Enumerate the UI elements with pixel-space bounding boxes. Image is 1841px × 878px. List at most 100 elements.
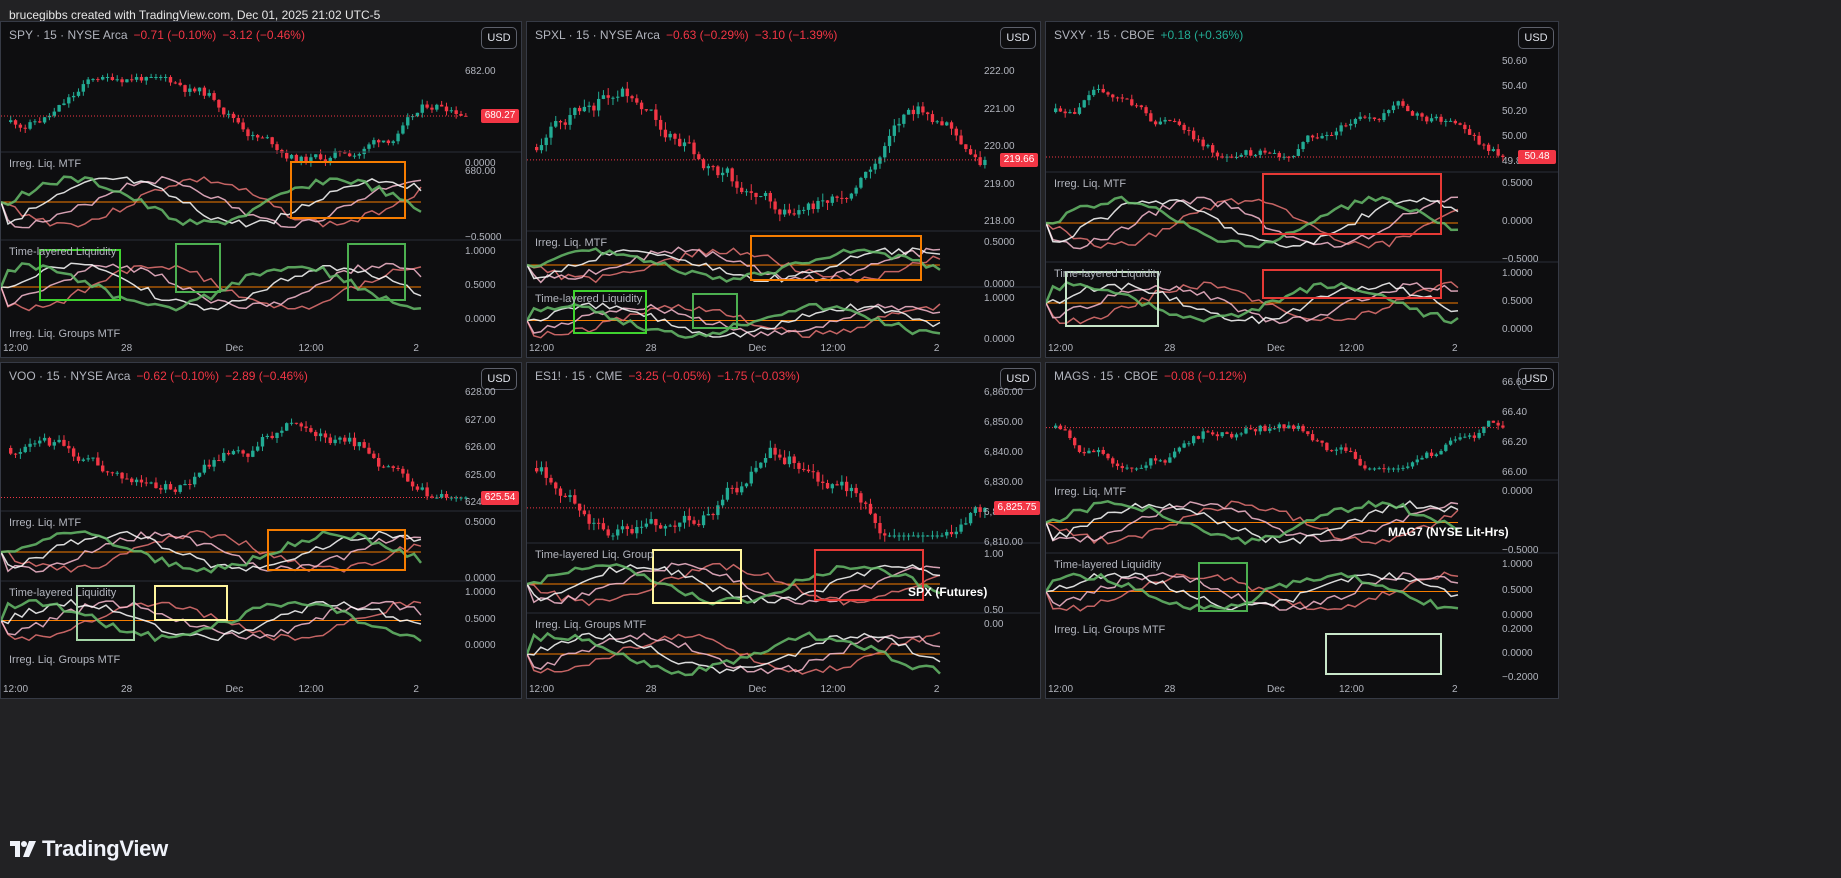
symbol-label[interactable]: SPXL · 15 · NYSE Arca — [535, 28, 660, 42]
highlight-box[interactable] — [154, 585, 228, 621]
candle-body — [410, 481, 415, 487]
candle-body — [57, 104, 61, 112]
indicator-label[interactable]: Irreg. Liq. MTF — [1054, 178, 1127, 190]
candle-body — [692, 142, 696, 155]
time-axis-tick: 12:00 — [1338, 343, 1364, 354]
indicator-label[interactable]: Irreg. Liq. MTF — [9, 517, 82, 529]
candle-body — [1448, 440, 1453, 445]
symbol-header[interactable]: SPY · 15 · NYSE Arca −0.71 (−0.10%) −3.12 … — [9, 28, 305, 42]
highlight-box[interactable] — [750, 235, 922, 281]
chart-canvas-es1[interactable] — [527, 363, 1041, 699]
indicator-label[interactable]: Time-layered Liquidity — [9, 246, 117, 258]
chart-pane-es1[interactable]: ES1! · 15 · CME −3.25 (−0.05%) −1.75 (−0.0… — [526, 362, 1041, 699]
symbol-header[interactable]: ES1! · 15 · CME −3.25 (−0.05%) −1.75 (−0.0… — [535, 369, 800, 383]
highlight-box[interactable] — [267, 529, 406, 571]
currency-button[interactable]: USD — [481, 368, 517, 390]
time-axis-tick: Dec — [748, 343, 767, 354]
symbol-label[interactable]: SVXY · 15 · CBOE — [1054, 28, 1155, 42]
highlight-box[interactable] — [692, 293, 738, 329]
chart-annotation[interactable]: MAG7 (NYSE Lit-Hrs) — [1388, 525, 1509, 539]
symbol-label[interactable]: VOO · 15 · NYSE Arca — [9, 369, 131, 383]
chart-pane-mags[interactable]: MAGS · 15 · CBOE −0.08 (−0.12%) USD 66.60 66… — [1045, 362, 1559, 699]
candle-body — [47, 437, 52, 446]
highlight-box[interactable] — [652, 549, 742, 604]
symbol-label[interactable]: MAGS · 15 · CBOE — [1054, 369, 1159, 383]
indicator-line — [1046, 196, 1459, 250]
candle-body — [125, 478, 129, 480]
indicator-label[interactable]: Irreg. Liq. MTF — [9, 158, 82, 170]
indicator-label[interactable]: Irreg. Liq. MTF — [535, 237, 608, 249]
chart-canvas-svxy[interactable] — [1046, 22, 1559, 358]
candle-body — [697, 154, 701, 160]
candle-body — [1415, 459, 1419, 463]
highlight-box[interactable] — [1262, 269, 1442, 299]
candle-body — [377, 457, 381, 467]
tradingview-logo[interactable]: TradingView — [10, 836, 168, 862]
candle-body — [959, 524, 963, 532]
symbol-label[interactable]: SPY · 15 · NYSE Arca — [9, 28, 128, 42]
indicator-label[interactable]: Time-layered Liquidity — [1054, 268, 1162, 280]
chart-pane-voo[interactable]: VOO · 15 · NYSE Arca −0.62 (−0.10%) −2.89 … — [0, 362, 522, 699]
candle-body — [897, 123, 901, 126]
candle-body — [658, 525, 663, 529]
candle-body — [773, 201, 777, 210]
indicator-line — [1046, 501, 1459, 543]
candle-body — [347, 437, 352, 442]
chart-pane-spy[interactable]: SPY · 15 · NYSE Arca −0.71 (−0.10%) −3.12 … — [0, 21, 522, 358]
chart-canvas-spxl[interactable] — [527, 22, 1041, 358]
candle-body — [711, 513, 715, 516]
currency-button[interactable]: USD — [1000, 27, 1036, 49]
candle-body — [202, 87, 207, 96]
chart-canvas-voo[interactable] — [1, 363, 522, 699]
chart-pane-svxy[interactable]: SVXY · 15 · CBOE +0.18 (+0.36%) USD 50.60 50… — [1045, 21, 1559, 358]
chart-annotation[interactable]: SPX (Futures) — [908, 585, 988, 599]
highlight-box[interactable] — [290, 161, 406, 219]
highlight-box[interactable] — [347, 243, 406, 301]
candle-body — [1382, 113, 1386, 121]
indicator-label[interactable]: Time-layered Liquidity — [9, 587, 117, 599]
candle-body — [81, 84, 86, 92]
indicator-label[interactable]: Irreg. Liq. Groups MTF — [1054, 624, 1166, 636]
symbol-header[interactable]: MAGS · 15 · CBOE −0.08 (−0.12%) — [1054, 369, 1247, 383]
indicator-label[interactable]: Irreg. Liq. Groups MTF — [9, 654, 121, 666]
indicator-label[interactable]: Time-layered Liquidity — [535, 293, 643, 305]
candle-body — [1482, 426, 1486, 433]
candle-body — [949, 122, 954, 129]
highlight-box[interactable] — [1325, 633, 1442, 675]
candle-body — [1139, 105, 1143, 108]
candle-body — [202, 464, 207, 473]
highlight-box[interactable] — [1262, 173, 1442, 235]
highlight-box[interactable] — [573, 290, 647, 334]
symbol-header[interactable]: VOO · 15 · NYSE Arca −0.62 (−0.10%) −2.89 … — [9, 369, 308, 383]
currency-button[interactable]: USD — [1518, 27, 1554, 49]
symbol-header[interactable]: SVXY · 15 · CBOE +0.18 (+0.36%) — [1054, 28, 1243, 42]
symbol-header[interactable]: SPXL · 15 · NYSE Arca −0.63 (−0.29%) −3.10… — [535, 28, 837, 42]
time-axis-tick: 2 — [933, 343, 940, 354]
indicator-line — [1046, 281, 1459, 325]
indicator-label[interactable]: Time-layered Liquidity — [1054, 559, 1162, 571]
candle-body — [33, 443, 37, 445]
highlight-box[interactable] — [1198, 562, 1248, 612]
highlight-box[interactable] — [814, 549, 924, 601]
chart-pane-spxl[interactable]: SPXL · 15 · NYSE Arca −0.63 (−0.29%) −3.10… — [526, 21, 1041, 358]
chart-canvas-mags[interactable] — [1046, 363, 1559, 699]
indicator-label[interactable]: Irreg. Liq. MTF — [1054, 486, 1127, 498]
candle-body — [1106, 453, 1110, 459]
currency-button[interactable]: USD — [481, 27, 517, 49]
currency-button[interactable]: USD — [1000, 368, 1036, 390]
highlight-box[interactable] — [175, 243, 221, 293]
highlight-box[interactable] — [76, 585, 135, 641]
currency-button[interactable]: USD — [1518, 368, 1554, 390]
highlight-box[interactable] — [1065, 271, 1159, 327]
candle-body — [101, 465, 105, 472]
candle-body — [1196, 139, 1201, 141]
indicator-label[interactable]: Irreg. Liq. Groups MTF — [9, 328, 121, 340]
chart-canvas-spy[interactable] — [1, 22, 522, 358]
highlight-box[interactable] — [39, 249, 121, 301]
candle-body — [1239, 154, 1243, 157]
candle-body — [1230, 156, 1234, 158]
indicator-label[interactable]: Time-layered Liq. Group — [535, 549, 654, 561]
indicator-label[interactable]: Irreg. Liq. Groups MTF — [535, 619, 647, 631]
symbol-label[interactable]: ES1! · 15 · CME — [535, 369, 623, 383]
candle-body — [367, 447, 371, 454]
